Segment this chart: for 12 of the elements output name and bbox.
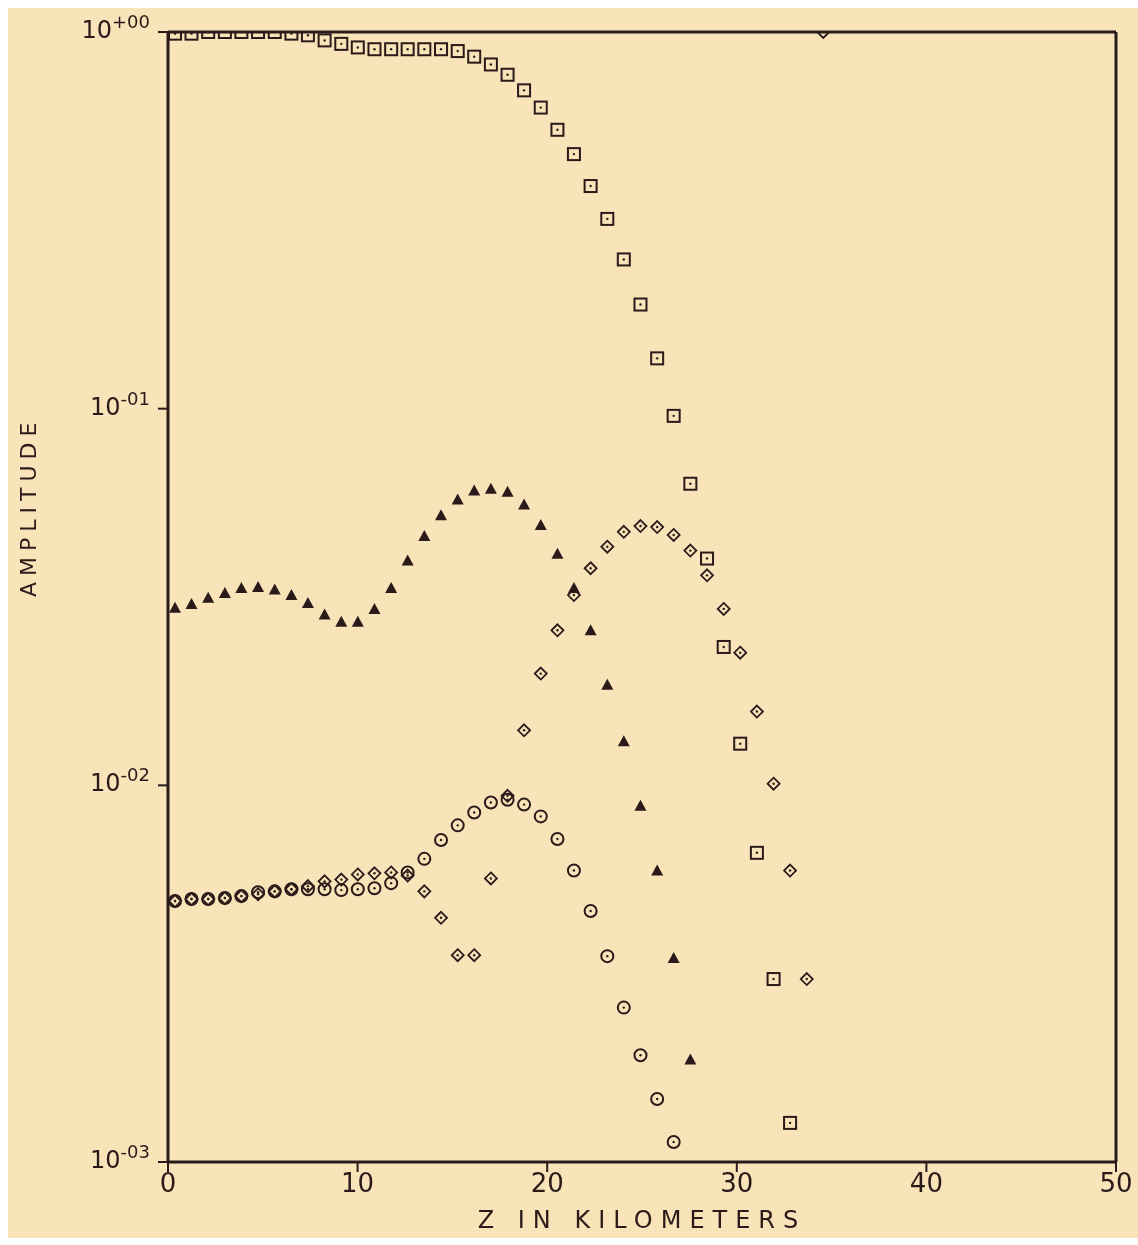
y-tick-label: 10$^{-01}$ xyxy=(90,387,150,421)
x-tick-label: 50 xyxy=(1099,1168,1133,1198)
y-axis-title: AMPLITUDE xyxy=(15,416,41,597)
x-tick-label: 10 xyxy=(341,1168,375,1198)
y-tick-label: 10$^{-03}$ xyxy=(90,1140,150,1174)
x-tick-label: 40 xyxy=(909,1168,943,1198)
x-axis-title: Z IN KILOMETERS xyxy=(477,1206,807,1234)
x-tick-label: 30 xyxy=(720,1168,754,1198)
y-tick-label: 10$^{-02}$ xyxy=(90,763,150,798)
y-tick-label: 10$^{+00}$ xyxy=(81,10,150,44)
x-tick-label: 0 xyxy=(159,1168,177,1198)
x-tick-label: 20 xyxy=(530,1168,564,1198)
